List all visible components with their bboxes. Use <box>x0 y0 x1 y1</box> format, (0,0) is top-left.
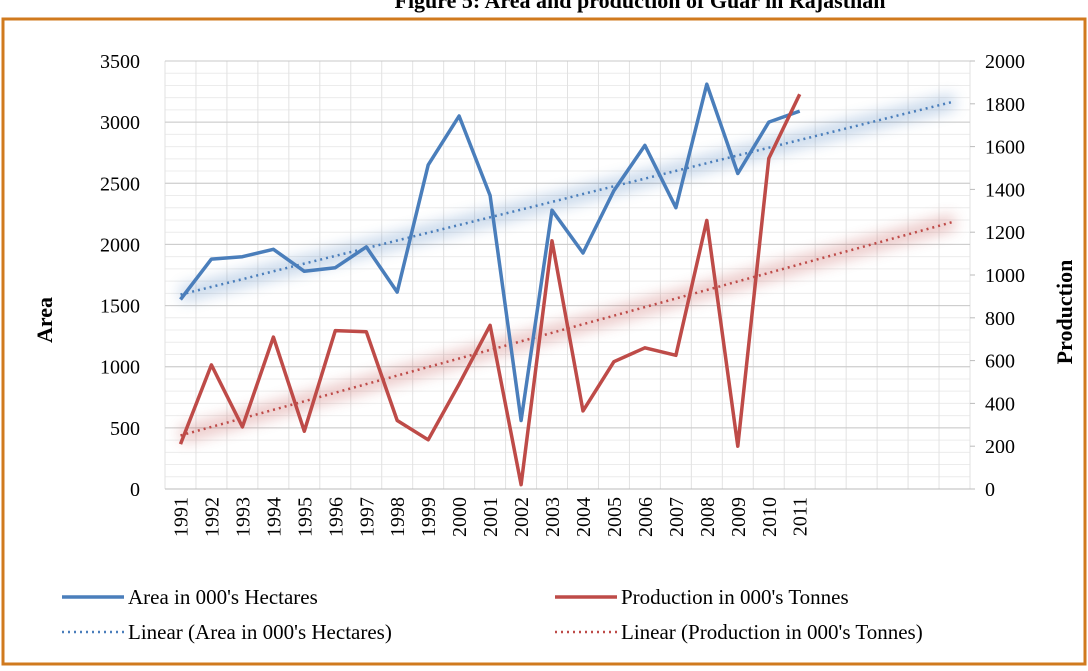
x-tick-label: 2006 <box>635 497 657 537</box>
x-tick-label: 1992 <box>201 497 223 537</box>
x-tick-label: 2000 <box>449 497 471 537</box>
x-tick-label: 2009 <box>728 497 750 537</box>
x-tick-label: 2011 <box>790 497 812 536</box>
y-tick-label: 500 <box>110 418 140 440</box>
trend-line <box>180 100 955 296</box>
legend-label: Linear (Production in 000's Tonnes) <box>621 620 923 644</box>
chart-title: Figure 5: Area and production of Guar in… <box>395 0 886 13</box>
legend-label: Linear (Area in 000's Hectares) <box>128 620 392 644</box>
x-tick-label: 1998 <box>387 497 409 537</box>
x-tick-label: 1995 <box>294 497 316 537</box>
x-tick-label: 2004 <box>573 497 595 537</box>
x-tick-label: 1991 <box>170 497 192 537</box>
y-tick-label: 0 <box>130 479 140 501</box>
y2-tick-label: 600 <box>985 351 1015 373</box>
y-tick-label: 2000 <box>100 234 140 256</box>
y2-tick-label: 1000 <box>985 265 1025 287</box>
x-tick-label: 2002 <box>511 497 533 537</box>
x-tick-label: 2010 <box>759 497 781 537</box>
y2-tick-label: 400 <box>985 393 1015 415</box>
legend-label: Area in 000's Hectares <box>128 585 318 609</box>
x-tick-label: 2005 <box>604 497 626 537</box>
y-tick-label: 1000 <box>100 357 140 379</box>
y-tick-label: 3500 <box>100 51 140 73</box>
y-tick-label: 3000 <box>100 112 140 134</box>
x-tick-label: 1997 <box>356 497 378 537</box>
x-tick-label: 1999 <box>418 497 440 537</box>
x-tick-label: 2008 <box>697 497 719 537</box>
x-tick-label: 1994 <box>263 497 285 537</box>
y-tick-label: 2500 <box>100 173 140 195</box>
x-tick-label: 2001 <box>480 497 502 537</box>
trend-line <box>180 220 955 437</box>
y-tick-label: 1500 <box>100 296 140 318</box>
y2-tick-label: 1600 <box>985 137 1025 159</box>
y2-tick-label: 0 <box>985 479 995 501</box>
x-tick-label: 1996 <box>325 497 347 537</box>
x-tick-label: 2003 <box>542 497 564 537</box>
y2-tick-label: 800 <box>985 308 1015 330</box>
y2-tick-label: 200 <box>985 436 1015 458</box>
y2-axis-label: Production <box>1052 260 1077 365</box>
y2-tick-label: 2000 <box>985 51 1025 73</box>
y-axis-label: Area <box>32 297 57 343</box>
y2-tick-label: 1800 <box>985 94 1025 116</box>
y2-tick-label: 1200 <box>985 222 1025 244</box>
series-line <box>178 93 802 487</box>
x-tick-label: 2007 <box>666 497 688 537</box>
series-line <box>179 82 801 423</box>
x-tick-label: 1993 <box>232 497 254 537</box>
y2-tick-label: 1400 <box>985 179 1025 201</box>
legend-label: Production in 000's Tonnes <box>621 585 849 609</box>
